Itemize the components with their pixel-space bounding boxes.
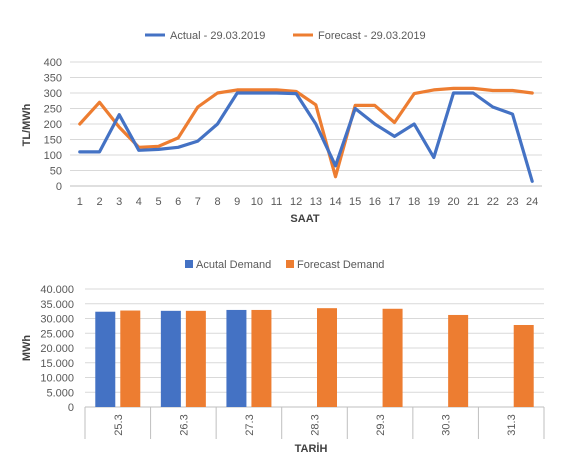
bar-chart-x-tick-label: 28.3 [310,414,322,435]
line-chart-legend: Actual - 29.03.2019 Forecast - 29.03.201… [145,30,426,42]
forecast-demand-bar [448,314,469,407]
bar-chart-y-tick-label: 30.000 [40,314,74,326]
line-chart-series [78,86,534,183]
line-chart-x-tick-label: 10 [251,196,263,208]
line-chart-y-tick-label: 200 [44,119,62,131]
bar-chart-x-tick-label: 27.3 [244,414,256,435]
line-chart-x-tick-label: 7 [195,196,201,208]
actual-demand-bar [226,309,247,407]
line-chart-x-tick-label: 18 [408,196,420,208]
actual-demand-bar [95,311,116,407]
line-chart-x-tick-label: 9 [234,196,240,208]
line-chart-x-axis-title: SAAT [290,213,319,225]
line-chart-y-tick-label: 400 [44,57,62,69]
line-chart-y-tick-label: 350 [44,73,62,85]
line-chart-x-tick-label: 14 [329,196,341,208]
line-chart-x-tick-label: 16 [369,196,381,208]
bar-chart-y-tick-label: 0 [68,402,74,414]
line-chart-x-tick-label: 19 [428,196,440,208]
line-chart-y-tick-label: 300 [44,88,62,100]
bar-chart-y-tick-label: 15.000 [40,358,74,370]
line-chart-x-tick-label: 24 [526,196,538,208]
line-chart-x-tick-label: 15 [349,196,361,208]
line-chart-x-tick-label: 8 [214,196,220,208]
bar-chart-x-axis-title: TARİH [295,442,328,455]
forecast-demand-bar [251,309,272,407]
line-chart-x-tick-label: 20 [447,196,459,208]
bar-chart-bars [95,308,534,407]
forecast-series-line [78,86,534,179]
bar-chart-y-tick-label: 35.000 [40,299,74,311]
bar-chart-y-tick-label: 10.000 [40,373,74,385]
forecast-demand-bar [317,308,337,407]
bar-chart: Acutal Demand Forecast Demand 0 5.000 10.0… [21,259,545,455]
forecast-demand-bar [120,310,141,407]
bar-chart-x-tick-label: 31.3 [506,414,518,435]
line-chart-x-ticks: 1 2 3 4 5 6 7 8 9 10 11 12 13 14 15 16 17 18 19 20 21 22 23 24 [77,196,539,208]
line-chart-y-tick-label: 150 [44,135,62,147]
bar-chart-y-axis-title: MWh [21,335,33,362]
legend-label-forecast-demand: Forecast Demand [297,259,384,271]
line-chart-y-tick-label: 250 [44,104,62,116]
line-chart-x-tick-label: 2 [96,196,102,208]
line-chart-y-tick-label: 0 [56,181,62,193]
line-chart-y-axis-title: TL/MWh [21,103,33,146]
bar-chart-y-tick-label: 20.000 [40,343,74,355]
actual-demand-bar [160,310,181,407]
line-chart-x-tick-label: 1 [77,196,83,208]
actual-series-line [78,91,534,183]
forecast-demand-bar [185,310,206,407]
line-chart-x-tick-label: 21 [467,196,479,208]
bar-chart-legend: Acutal Demand Forecast Demand [185,259,384,271]
line-chart: Actual - 29.03.2019 Forecast - 29.03.201… [21,30,542,225]
bar-chart-y-tick-label: 5.000 [46,387,74,399]
line-chart-x-tick-label: 17 [388,196,400,208]
forecast-demand-bar [382,308,403,407]
legend-label-forecast: Forecast - 29.03.2019 [318,30,426,42]
line-chart-x-tick-label: 22 [487,196,499,208]
legend-swatch-forecast-demand [286,260,294,268]
line-chart-x-tick-label: 13 [310,196,322,208]
bar-chart-x-tick-label: 25.3 [113,414,125,435]
bar-chart-x-tick-label: 30.3 [441,414,453,435]
legend-label-actual-demand: Acutal Demand [196,259,271,271]
legend-swatch-actual-demand [185,260,193,268]
line-chart-x-tick-label: 11 [271,196,282,208]
line-chart-gridlines [70,61,542,187]
bar-chart-x-tick-label: 29.3 [375,414,387,435]
line-chart-x-tick-label: 23 [506,196,518,208]
bar-chart-y-tick-label: 40.000 [40,284,74,296]
forecast-demand-bar [513,324,534,407]
bar-chart-y-ticks: 0 5.000 10.000 15.000 20.000 25.000 30.000 35.0… [40,284,74,414]
line-chart-y-ticks: 0 50 100 150 200 250 300 350 400 [44,57,62,193]
bar-chart-x-tick-label: 26.3 [178,414,190,435]
line-chart-x-tick-label: 3 [116,196,122,208]
line-chart-x-tick-label: 12 [290,196,302,208]
line-chart-y-tick-label: 100 [44,150,62,162]
line-chart-y-tick-label: 50 [50,166,62,178]
line-chart-x-tick-label: 5 [155,196,161,208]
line-chart-x-tick-label: 6 [175,196,181,208]
line-chart-x-tick-label: 4 [136,196,142,208]
bar-chart-x-ticks: 25.3 26.3 27.3 28.3 29.3 30.3 31.3 [113,414,518,435]
legend-label-actual: Actual - 29.03.2019 [170,30,265,42]
bar-chart-y-tick-label: 25.000 [40,328,74,340]
